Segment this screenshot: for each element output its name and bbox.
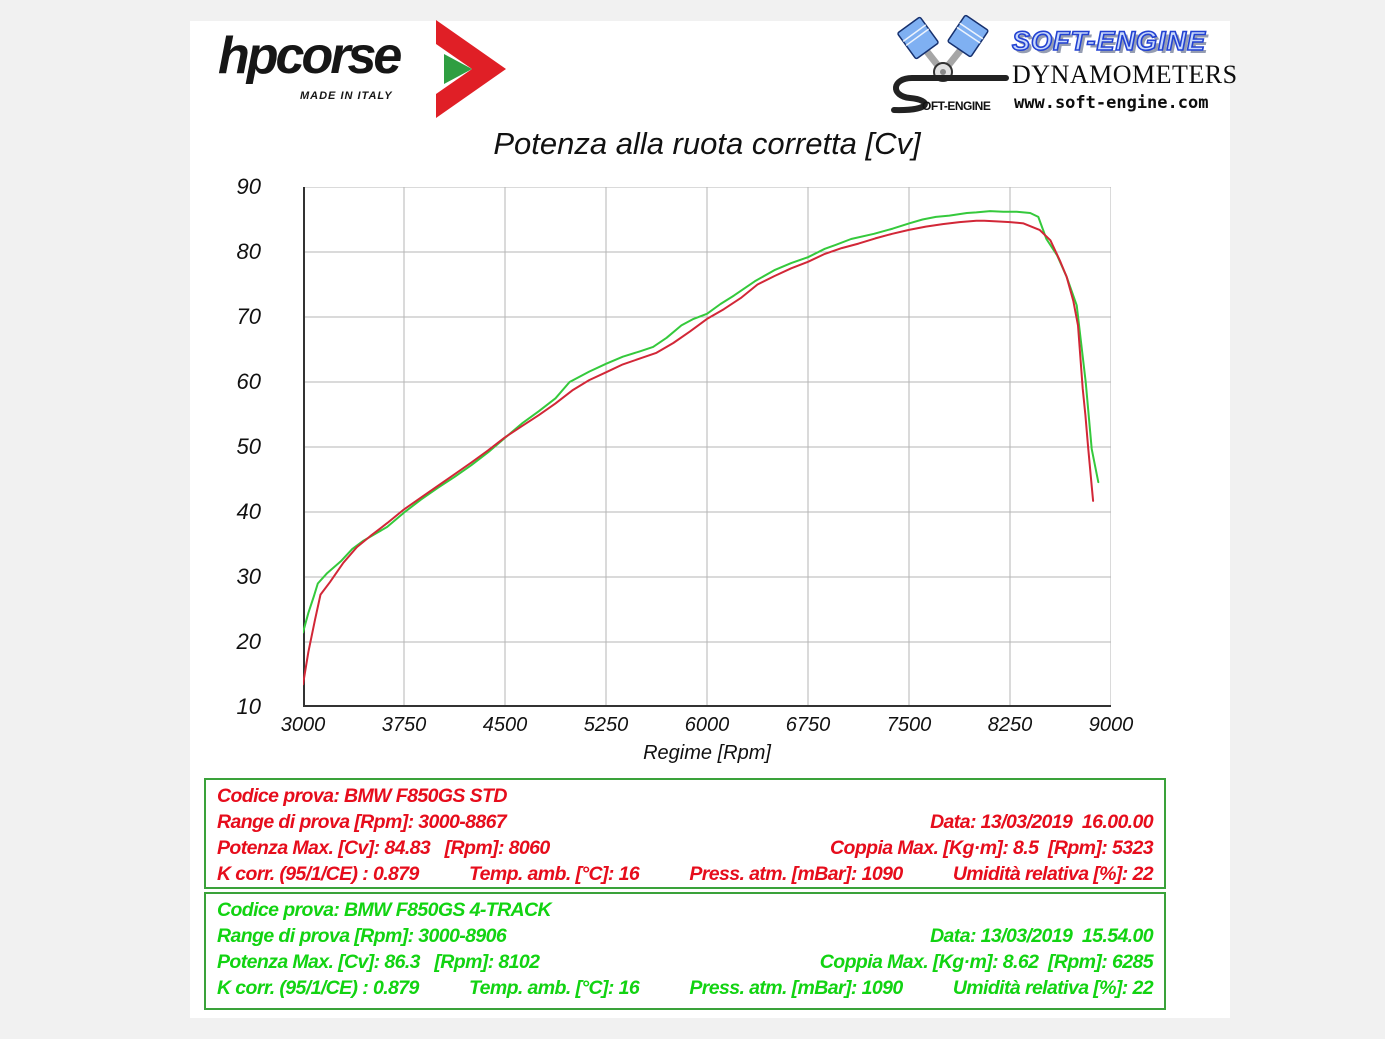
x-tick-4500: 4500: [482, 714, 528, 736]
x-tick-6750: 6750: [785, 714, 831, 736]
softengine-url: www.soft-engine.com: [1014, 93, 1209, 113]
y-tick-30: 30: [236, 564, 261, 589]
softengine-brand: SOFT-ENGINE: [1011, 25, 1207, 57]
data-ora: Data: 13/03/2019 15.54.00: [930, 925, 1154, 947]
y-tick-10: 10: [236, 694, 261, 719]
softengine-s-text: OFT-ENGINE: [922, 99, 991, 113]
potenza-max: Potenza Max. [Cv]: 86.3 [Rpm]: 8102: [217, 951, 540, 973]
power-chart: [303, 187, 1111, 707]
k-corr: K corr. (95/1/CE) : 0.879: [217, 863, 419, 885]
x-tick-3000: 3000: [280, 714, 326, 736]
result-box-4track: Codice prova: BMW F850GS 4-TRACK Range d…: [204, 892, 1166, 1010]
x-tick-6000: 6000: [684, 714, 730, 736]
softengine-logo: OFT-ENGINE SOFT-ENGINE DYNAMOMETERS www.…: [888, 12, 1237, 122]
x-axis-title: Regime [Rpm]: [643, 742, 771, 764]
umidita-relativa: Umidità relativa [%]: 22: [952, 863, 1154, 885]
y-tick-80: 80: [236, 239, 261, 264]
codice-prova: Codice prova: BMW F850GS STD: [217, 785, 507, 807]
press-atm: Press. atm. [mBar]: 1090: [689, 863, 903, 885]
y-tick-50: 50: [236, 434, 261, 459]
range-di-prova: Range di prova [Rpm]: 3000-8867: [217, 811, 507, 833]
k-corr: K corr. (95/1/CE) : 0.879: [217, 977, 419, 999]
y-tick-20: 20: [236, 629, 261, 654]
result-box-std: Codice prova: BMW F850GS STD Range di pr…: [204, 778, 1166, 889]
hpcorse-tagline: MADE IN ITALY: [300, 90, 393, 102]
y-tick-70: 70: [236, 304, 261, 329]
coppia-max: Coppia Max. [Kg·m]: 8.5 [Rpm]: 5323: [830, 837, 1154, 859]
potenza-max: Potenza Max. [Cv]: 84.83 [Rpm]: 8060: [217, 837, 550, 859]
hpcorse-arrow-icon: [436, 20, 506, 118]
press-atm: Press. atm. [mBar]: 1090: [689, 977, 903, 999]
codice-prova: Codice prova: BMW F850GS 4-TRACK: [217, 899, 552, 921]
pistons-icon: OFT-ENGINE: [891, 14, 1009, 114]
data-ora: Data: 13/03/2019 16.00.00: [930, 811, 1154, 833]
x-tick-7500: 7500: [886, 714, 932, 736]
y-tick-60: 60: [236, 369, 261, 394]
hpcorse-logo: hpcorse MADE IN ITALY: [210, 20, 530, 120]
x-tick-5250: 5250: [583, 714, 629, 736]
curve-bmw-f850gs-std: [303, 219, 1095, 686]
x-tick-9000: 9000: [1088, 714, 1134, 736]
hpcorse-brand: hpcorse: [218, 27, 402, 85]
coppia-max: Coppia Max. [Kg·m]: 8.62 [Rpm]: 6285: [819, 951, 1154, 973]
softengine-subtitle: DYNAMOMETERS: [1012, 60, 1238, 89]
x-tick-8250: 8250: [987, 714, 1033, 736]
curve-bmw-f850gs-4-track: [303, 210, 1100, 634]
range-di-prova: Range di prova [Rpm]: 3000-8906: [217, 925, 507, 947]
y-tick-90: 90: [236, 174, 261, 199]
chart-title: Potenza alla ruota corretta [Cv]: [493, 126, 921, 161]
umidita-relativa: Umidità relativa [%]: 22: [952, 977, 1154, 999]
temp-amb: Temp. amb. [°C]: 16: [469, 863, 640, 885]
y-tick-40: 40: [236, 499, 261, 524]
x-tick-3750: 3750: [381, 714, 427, 736]
temp-amb: Temp. amb. [°C]: 16: [469, 977, 640, 999]
